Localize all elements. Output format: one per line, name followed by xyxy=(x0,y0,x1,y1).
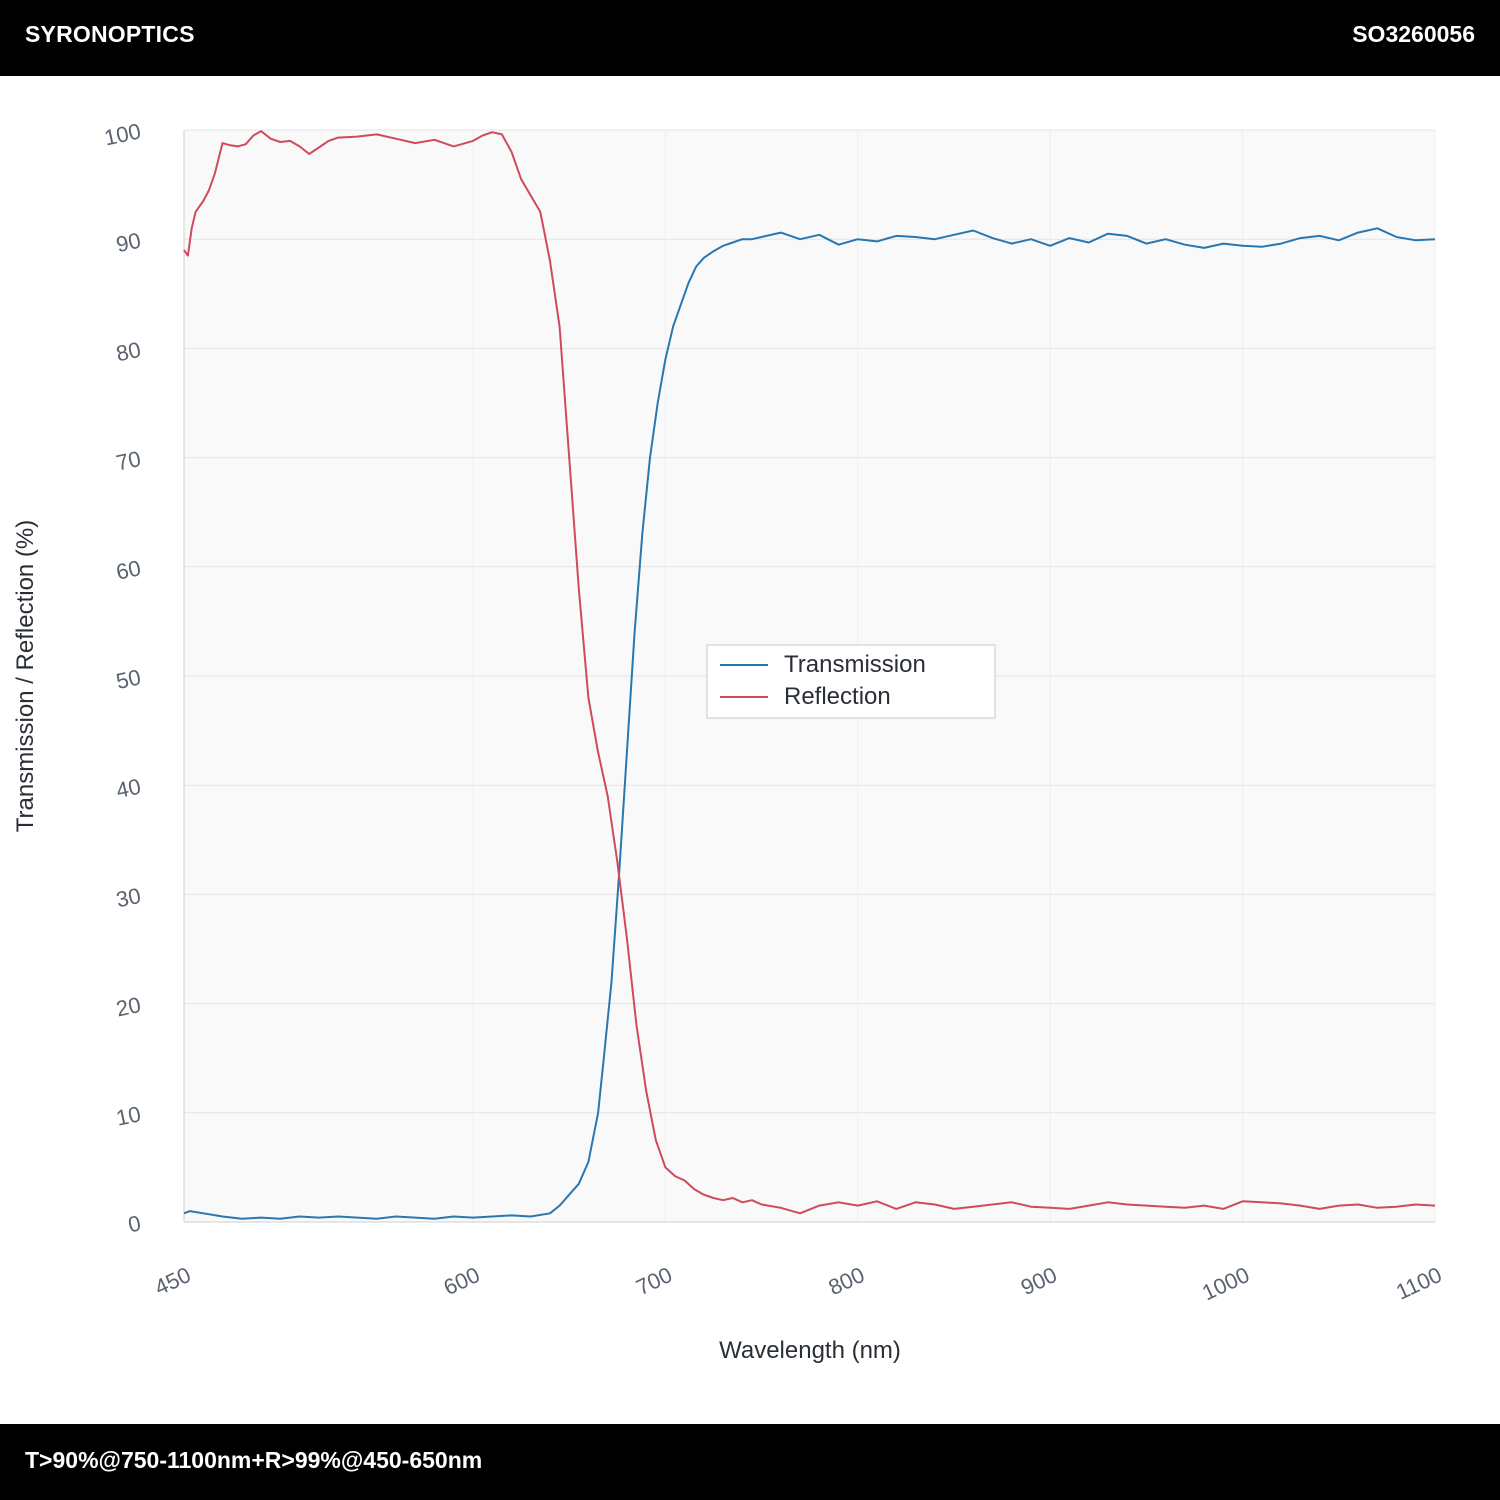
series-lines xyxy=(183,130,1436,1220)
x-tick-label: 600 xyxy=(440,1262,484,1300)
y-tick-label: 10 xyxy=(114,1101,143,1131)
legend-label-transmission: Transmission xyxy=(784,651,926,678)
x-tick-label: 700 xyxy=(632,1262,676,1300)
y-tick-label: 40 xyxy=(114,774,143,804)
legend-box xyxy=(706,644,996,719)
footer-bar: T>90%@750-1100nm+R>99%@450-650nm xyxy=(0,1424,1500,1500)
x-tick-label: 1000 xyxy=(1198,1262,1253,1305)
legend: Transmission Reflection xyxy=(706,644,996,719)
legend-label-reflection: Reflection xyxy=(784,683,891,710)
x-axis-title: Wavelength (nm) xyxy=(719,1337,901,1364)
y-axis-title: Transmission / Reflection (%) xyxy=(12,520,39,833)
header-bar: SYRONOPTICS SO3260056 xyxy=(0,0,1500,76)
y-tick-label: 20 xyxy=(114,992,143,1022)
y-tick-label: 100 xyxy=(102,118,143,150)
axes xyxy=(183,130,1435,1223)
y-tick-label: 50 xyxy=(114,664,143,694)
brand-name: SYRONOPTICS xyxy=(25,21,195,47)
part-number: SO3260056 xyxy=(1352,21,1475,47)
y-tick-label: 30 xyxy=(114,883,143,913)
y-tick-label: 0 xyxy=(126,1210,143,1237)
spectral-chart: 0 10 20 30 40 50 60 70 80 90 100 450 600 700 800 900 10… xyxy=(12,118,1446,1364)
spec-text: T>90%@750-1100nm+R>99%@450-650nm xyxy=(25,1447,483,1473)
x-tick-label: 1100 xyxy=(1392,1262,1445,1305)
y-tick-label: 60 xyxy=(114,555,143,585)
series-line-reflection xyxy=(183,130,1436,1215)
y-tick-labels: 0 10 20 30 40 50 60 70 80 90 100 xyxy=(102,118,143,1237)
y-tick-label: 90 xyxy=(114,228,143,258)
series-line-transmission xyxy=(183,227,1436,1220)
y-tick-label: 70 xyxy=(114,446,143,476)
x-tick-label: 800 xyxy=(825,1262,869,1300)
x-tick-label: 450 xyxy=(151,1262,195,1300)
y-tick-label: 80 xyxy=(114,337,143,367)
x-tick-label: 900 xyxy=(1017,1262,1061,1300)
x-tick-labels: 450 600 700 800 900 1000 1100 xyxy=(151,1262,1446,1305)
